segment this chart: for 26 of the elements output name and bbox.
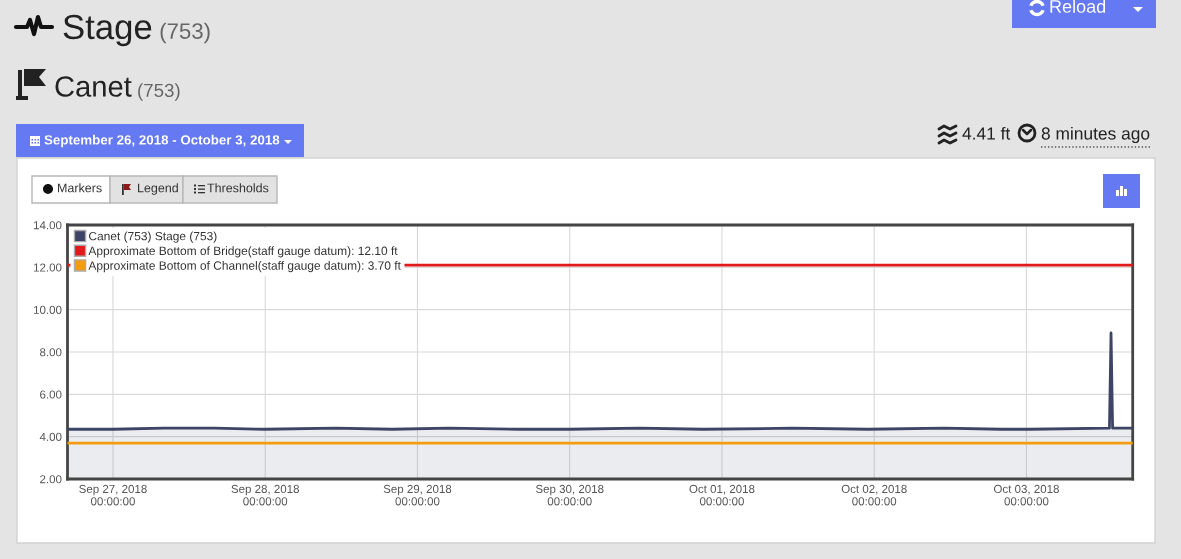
- y-tick-label: 8.00: [40, 348, 62, 357]
- y-tick-label: 14.00: [33, 221, 62, 230]
- chart-title: Stage (753): [63, 14, 210, 47]
- y-tick-label: 2.00: [40, 475, 62, 484]
- x-tick-label: Oct 01, 2018 00:00:00: [689, 484, 755, 506]
- x-tick-label: Sep 30, 2018 00:00:00: [535, 484, 604, 506]
- text: Markers: [58, 183, 102, 193]
- x-tick-label: Oct 02, 2018 00:00:00: [841, 484, 907, 506]
- y-tick-label: 10.00: [33, 305, 62, 314]
- x-tick-label: Sep 28, 2018 00:00:00: [231, 484, 299, 506]
- text: 4.41 ft: [962, 126, 1011, 140]
- text: Reload: [1050, 0, 1106, 13]
- x-tick-label: Sep 29, 2018 00:00:00: [383, 484, 452, 506]
- x-tick-label: Sep 27, 2018 00:00:00: [79, 484, 147, 506]
- text: Thresholds: [207, 183, 269, 193]
- chart-subtitle: Canet (753): [55, 76, 180, 101]
- text: Legend: [138, 183, 178, 195]
- legend-label: Approximate Bottom of Bridge(staff gauge datum): 12.10 ft: [88, 246, 398, 258]
- legend-label: Canet (753) Stage (753): [89, 231, 217, 243]
- y-tick-label: 4.00: [39, 432, 62, 441]
- text: 8 minutes ago: [1041, 126, 1150, 144]
- y-tick-label: 12.00: [33, 263, 62, 272]
- y-tick-label: 6.00: [40, 390, 62, 399]
- x-tick-label: Oct 03, 2018 00:00:00: [993, 484, 1059, 506]
- legend-label: Approximate Bottom of Channel(staff gauge datum): 3.70 ft: [88, 261, 401, 273]
- text: September 26, 2018 - October 3, 2018: [44, 134, 280, 148]
